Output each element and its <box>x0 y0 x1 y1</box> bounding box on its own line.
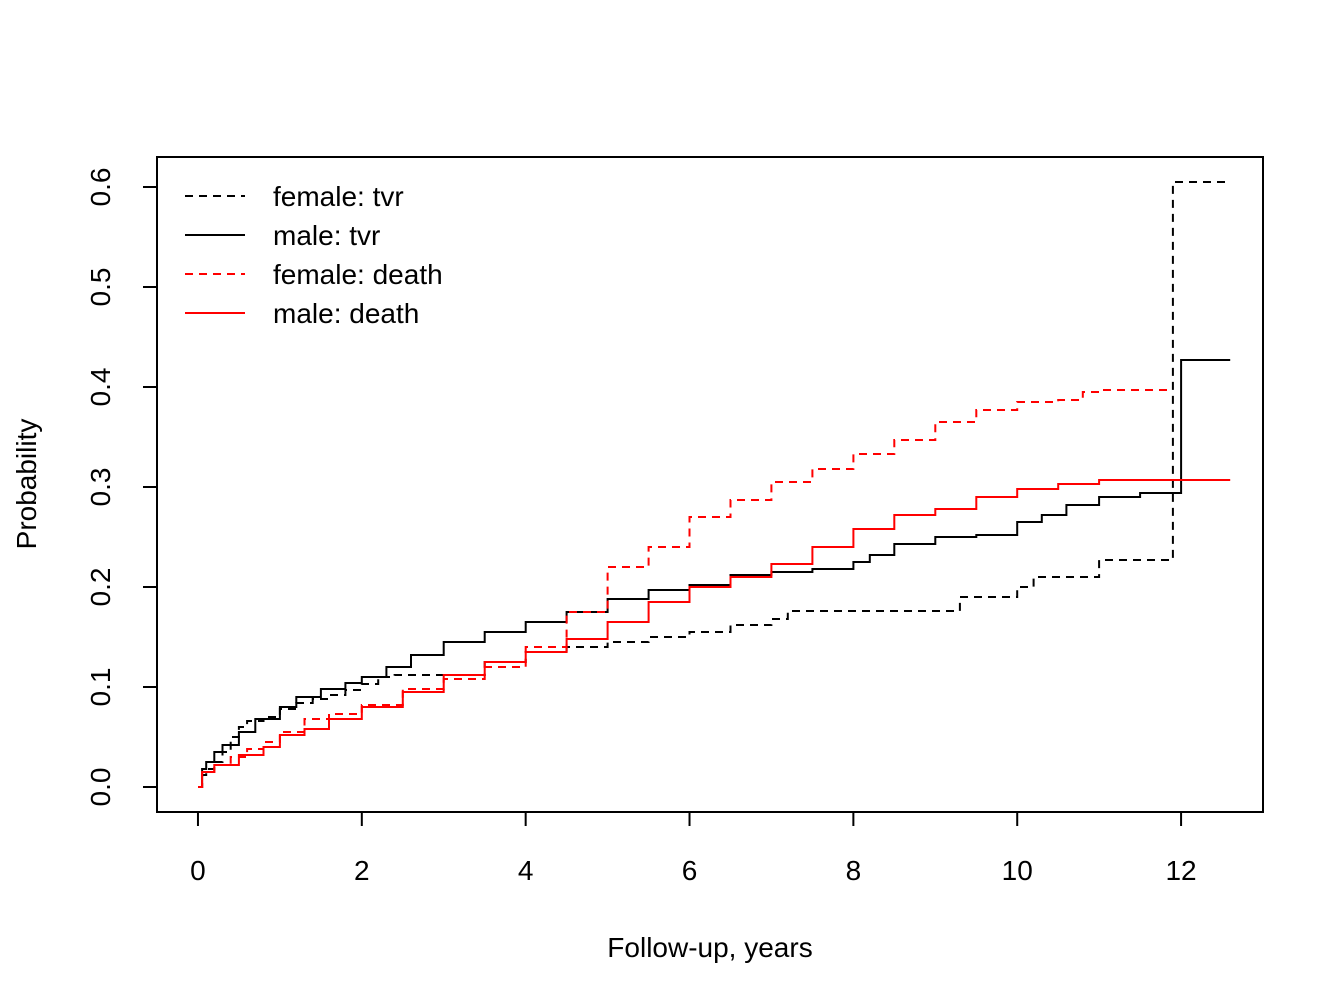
legend-label: female: death <box>273 259 443 290</box>
y-tick-label: 0.3 <box>85 468 116 507</box>
series-line-2 <box>198 389 1173 788</box>
series-line-3 <box>198 479 1231 788</box>
legend-label: male: death <box>273 298 419 329</box>
x-tick-label: 6 <box>682 855 698 886</box>
legend-label: male: tvr <box>273 220 380 251</box>
x-axis-label: Follow-up, years <box>607 932 812 963</box>
y-tick-label: 0.1 <box>85 668 116 707</box>
x-tick-label: 12 <box>1165 855 1196 886</box>
y-tick-label: 0.6 <box>85 168 116 207</box>
legend-label: female: tvr <box>273 181 404 212</box>
y-axis: 0.0 0.1 0.2 0.3 0.4 0.5 0.6 <box>85 168 158 807</box>
legend: female: tvr male: tvr female: death male: d… <box>185 181 443 329</box>
y-axis-label: Probability <box>11 419 42 550</box>
y-tick-label: 0.2 <box>85 568 116 607</box>
x-tick-label: 0 <box>190 855 206 886</box>
x-axis: 0 2 4 6 8 10 12 <box>190 811 1197 886</box>
y-tick-label: 0.4 <box>85 368 116 407</box>
y-tick-label: 0.0 <box>85 768 116 807</box>
x-tick-label: 8 <box>846 855 862 886</box>
series-layer <box>198 181 1231 788</box>
x-tick-label: 10 <box>1002 855 1033 886</box>
x-tick-label: 4 <box>518 855 534 886</box>
y-tick-label: 0.5 <box>85 268 116 307</box>
x-tick-label: 2 <box>354 855 370 886</box>
